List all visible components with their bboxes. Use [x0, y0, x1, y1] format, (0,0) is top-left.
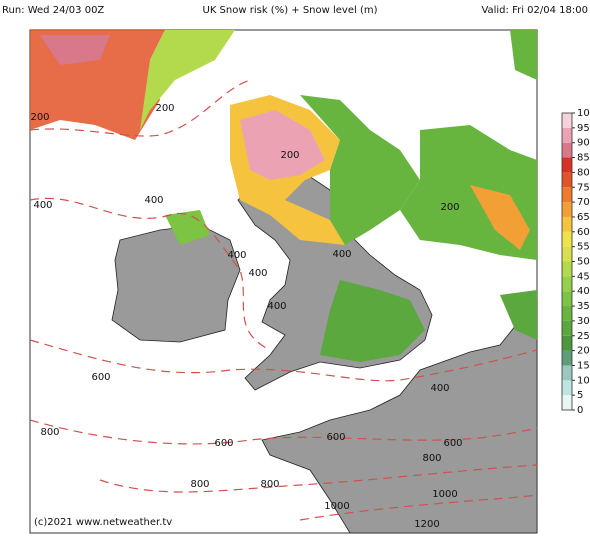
colorbar-swatch [562, 380, 572, 396]
colorbar-swatch [562, 157, 572, 173]
colorbar-tick-label: 25 [577, 331, 590, 342]
colorbar-tick-label: 90 [577, 138, 590, 149]
colorbar-swatch [562, 187, 572, 203]
snow-level-label: 1000 [432, 489, 457, 500]
colorbar-swatch [562, 320, 572, 336]
colorbar-tick-label: 100 [577, 108, 590, 119]
snow-level-contour [99, 464, 538, 493]
snow-risk-area [470, 185, 530, 250]
colorbar-tick-label: 75 [577, 182, 590, 193]
colorbar-swatch [562, 350, 572, 366]
colorbar-tick-label: 5 [577, 390, 583, 401]
colorbar-swatch [562, 231, 572, 247]
colorbar-swatch [562, 365, 572, 381]
colorbar-swatch [562, 395, 572, 410]
snow-level-label: 600 [214, 438, 233, 449]
colorbar-tick-label: 20 [577, 346, 590, 357]
colorbar-swatch [562, 335, 572, 351]
snow-level-label: 600 [91, 372, 110, 383]
colorbar-swatch [562, 276, 572, 292]
colorbar-tick-label: 85 [577, 153, 590, 164]
snow-level-label: 200 [440, 202, 459, 213]
colorbar-tick-label: 10 [577, 375, 590, 386]
colorbar-swatch [562, 246, 572, 262]
snow-level-label: 200 [280, 150, 299, 161]
ireland [111, 224, 241, 343]
snow-risk-area [165, 210, 210, 245]
snow-level-contour [299, 494, 538, 521]
colorbar-tick-label: 60 [577, 227, 590, 238]
colorbar-tick-label: 35 [577, 301, 590, 312]
snow-risk-area [320, 280, 425, 362]
snow-level-label: 400 [33, 200, 52, 211]
snow-level-contour [29, 339, 538, 382]
colorbar-tick-label: 30 [577, 316, 590, 327]
snow-risk-area [510, 30, 537, 80]
colorbar-tick-label: 45 [577, 271, 590, 282]
colorbar-tick-label: 50 [577, 257, 590, 268]
run-label: Run: Wed 24/03 00Z [2, 5, 104, 16]
colorbar-swatch [562, 291, 572, 307]
colorbar-tick-label: 80 [577, 167, 590, 178]
colorbar-tick-label: 15 [577, 360, 590, 371]
snow-level-label: 600 [443, 438, 462, 449]
colorbar-tick-label: 70 [577, 197, 590, 208]
snow-level-label: 400 [144, 195, 163, 206]
snow-risk-area [240, 110, 325, 180]
snow-level-label: 800 [260, 479, 279, 490]
snow-level-label: 800 [40, 427, 59, 438]
colorbar-tick-label: 55 [577, 242, 590, 253]
colorbar-swatch [562, 113, 572, 128]
snow-level-contour [29, 197, 271, 351]
colorbar-tick-label: 95 [577, 123, 590, 134]
colorbar-tick-label: 65 [577, 212, 590, 223]
map-title: UK Snow risk (%) + Snow level (m) [203, 5, 378, 16]
colorbar-swatch [562, 142, 572, 158]
snow-level-label: 200 [30, 112, 49, 123]
snow-risk-area [140, 30, 235, 130]
colorbar-tick-label: 40 [577, 286, 590, 297]
colorbar-swatch [562, 172, 572, 188]
snow-level-label: 400 [430, 383, 449, 394]
france-continent [261, 298, 538, 534]
snow-level-label: 1200 [414, 519, 439, 530]
snow-level-label: 800 [422, 453, 441, 464]
snow-risk-area [500, 290, 537, 340]
colorbar-swatch [562, 216, 572, 232]
snow-level-label: 400 [227, 250, 246, 261]
snow-risk-area [300, 95, 420, 245]
snow-level-label: 400 [332, 249, 351, 260]
colorbar-swatch [562, 306, 572, 321]
snow-level-label: 1000 [324, 501, 349, 512]
colorbar-swatch [562, 202, 572, 217]
snow-level-contour [29, 419, 538, 445]
colorbar-swatch [562, 261, 572, 277]
credit: (c)2021 www.netweather.tv [34, 517, 172, 528]
snow-level-label: 800 [190, 479, 209, 490]
snow-level-label: 200 [155, 103, 174, 114]
snow-level-label: 400 [267, 301, 286, 312]
map-area [29, 29, 538, 534]
colorbar-swatch [562, 127, 572, 143]
snow-level-label: 400 [248, 268, 267, 279]
snow-level-label: 600 [326, 432, 345, 443]
snow-risk-area [40, 35, 110, 65]
colorbar-tick-label: 0 [577, 405, 583, 416]
valid-label: Valid: Fri 02/04 18:00 [481, 5, 588, 16]
